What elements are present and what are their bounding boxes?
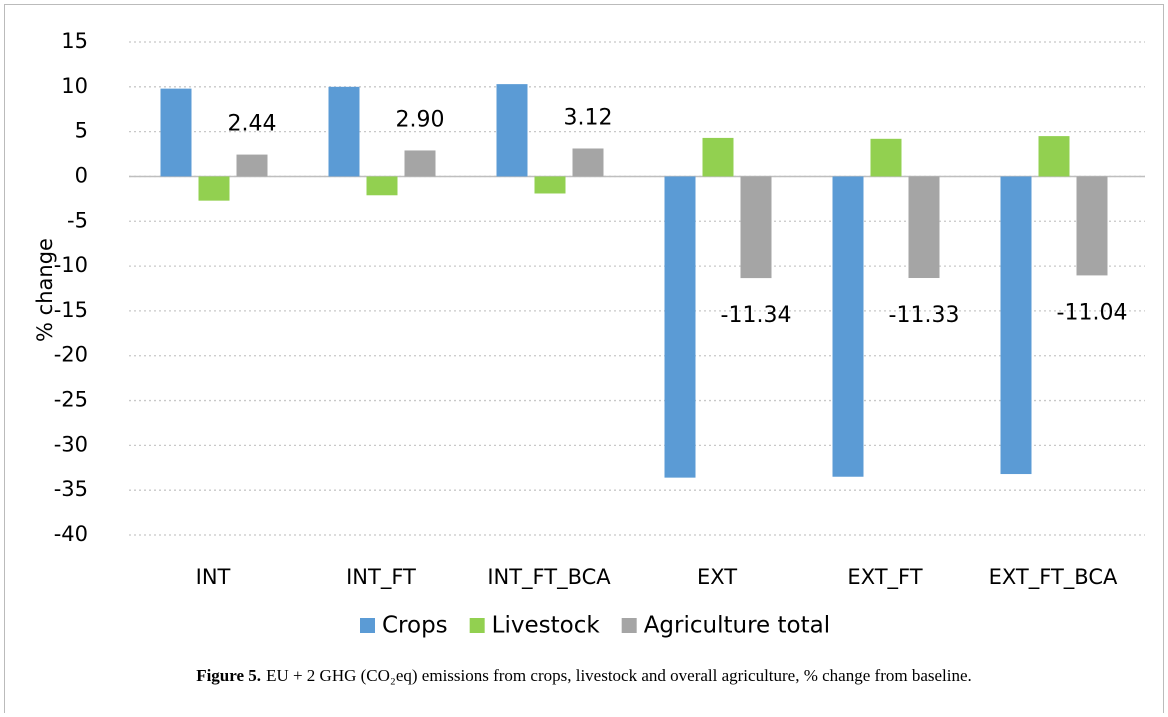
x-tick-label: INT [196, 565, 231, 589]
bar [1038, 136, 1070, 177]
bar [664, 176, 696, 478]
legend-swatch [360, 618, 375, 633]
y-tick-label: 5 [75, 119, 88, 143]
x-tick-label: INT_FT_BCA [487, 565, 611, 590]
bar [404, 150, 436, 177]
bar [870, 138, 902, 177]
bar [908, 176, 940, 279]
y-tick-label: -20 [54, 343, 88, 367]
bar [496, 84, 528, 177]
data-label: 2.44 [228, 112, 277, 137]
y-tick-label: -15 [54, 298, 88, 322]
y-axis-title: % change [33, 238, 57, 342]
data-label: -11.04 [1057, 300, 1128, 325]
bar [1076, 176, 1108, 276]
data-label: 3.12 [564, 105, 613, 130]
x-tick-label: EXT_FT [847, 565, 922, 590]
y-tick-label: -35 [54, 477, 88, 501]
legend-label: Agriculture total [644, 613, 830, 639]
data-label: 2.90 [396, 107, 445, 132]
x-tick-label: INT_FT [346, 565, 416, 590]
bar [366, 176, 398, 196]
bar [1000, 176, 1032, 475]
y-tick-label: 0 [75, 163, 88, 187]
y-tick-label: -5 [67, 208, 88, 232]
data-label: -11.33 [889, 303, 960, 328]
bar [572, 148, 604, 177]
bar [236, 154, 268, 177]
caption: Figure 5. EU + 2 GHG (CO₂eq) emissions fr… [196, 666, 972, 685]
data-label: -11.34 [721, 303, 792, 328]
bar [702, 137, 734, 177]
y-tick-label: 10 [61, 74, 88, 98]
legend-label: Crops [382, 613, 448, 639]
x-tick-label: EXT [697, 565, 737, 589]
bar [534, 176, 566, 194]
legend-swatch [469, 618, 485, 633]
legend-label: Livestock [492, 613, 601, 639]
y-tick-label: -40 [54, 522, 88, 546]
y-tick-label: -10 [54, 253, 88, 277]
bar [198, 176, 230, 201]
bar [740, 176, 772, 279]
frame [4, 4, 1164, 717]
y-tick-label: 15 [61, 29, 88, 53]
bar [832, 176, 864, 477]
caption-label: Figure 5. [196, 666, 261, 685]
y-tick-label: -25 [54, 388, 88, 412]
caption-text: EU + 2 GHG (CO₂eq) emissions from crops,… [266, 666, 972, 685]
bar [328, 86, 360, 177]
x-tick-label: EXT_FT_BCA [989, 565, 1118, 590]
y-tick-label: -30 [54, 432, 88, 456]
bar [160, 88, 192, 177]
legend-swatch [621, 618, 637, 633]
